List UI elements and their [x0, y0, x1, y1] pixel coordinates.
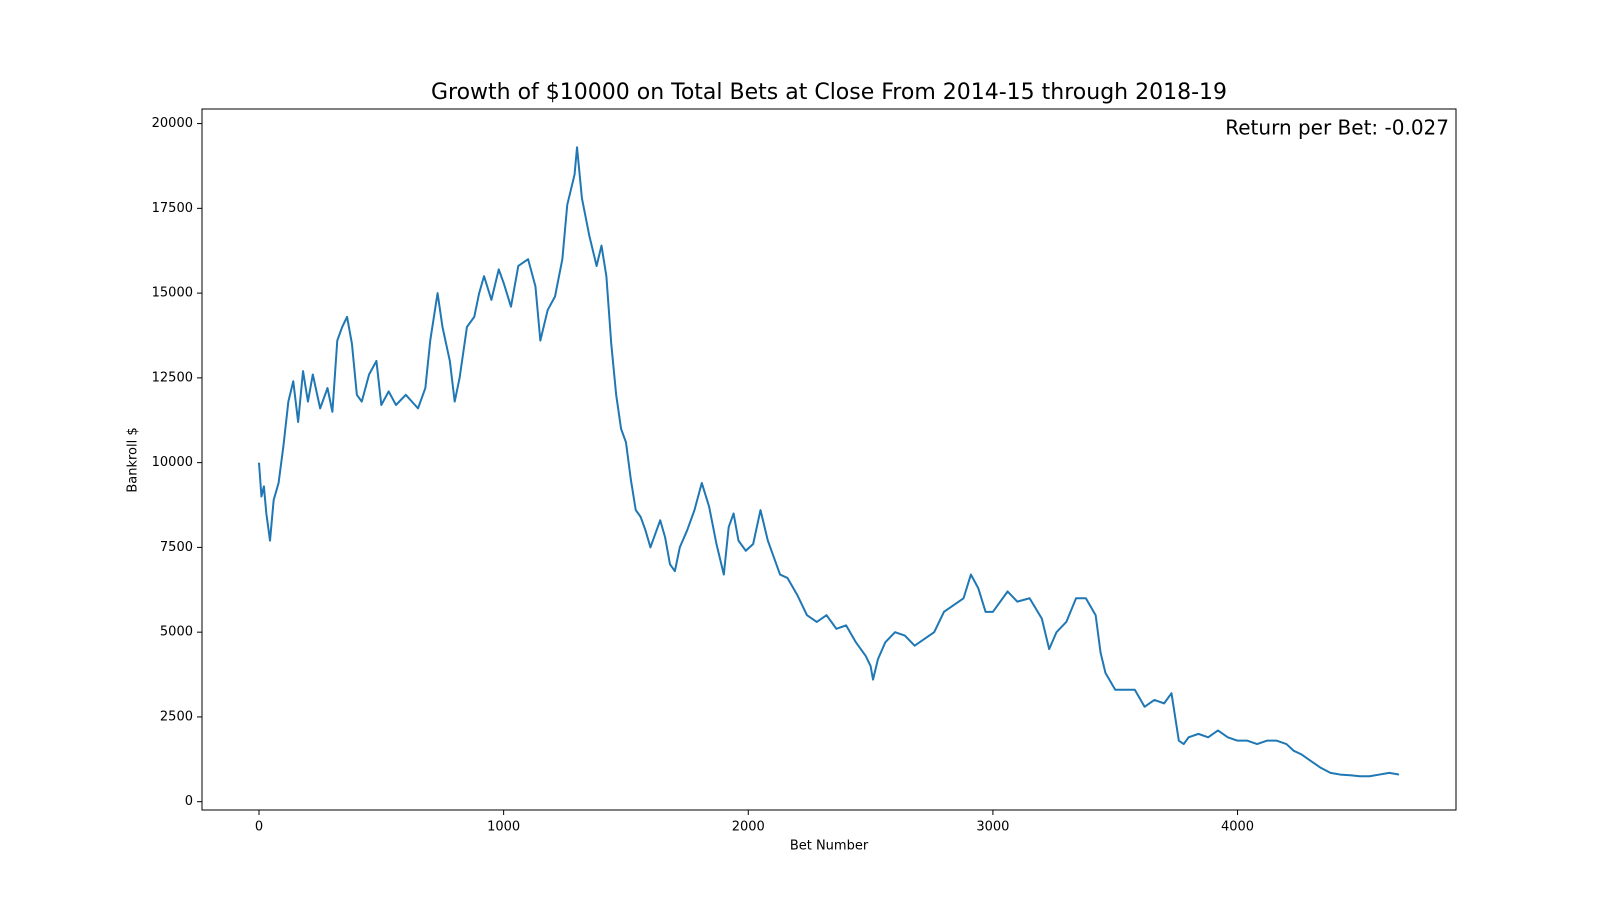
x-tick-label: 3000: [976, 820, 1009, 835]
y-tick-label: 5000: [160, 625, 193, 640]
annotation: Return per Bet: -0.027: [1225, 116, 1449, 140]
y-tick-label: 12500: [152, 370, 193, 385]
x-tick-label: 4000: [1221, 820, 1254, 835]
x-tick-label: 1000: [487, 820, 520, 835]
y-tick-label: 20000: [152, 116, 193, 131]
y-tick-label: 10000: [152, 455, 193, 470]
y-tick-label: 7500: [160, 540, 193, 555]
x-axis-label: Bet Number: [790, 839, 869, 854]
chart-title: Growth of $10000 on Total Bets at Close …: [431, 80, 1227, 105]
data-line: [258, 146, 1400, 778]
x-tick-label: 2000: [732, 820, 765, 835]
y-tick-label: 0: [185, 794, 193, 809]
plot-frame: [201, 108, 1457, 811]
y-axis-label: Bankroll $: [126, 427, 141, 492]
y-tick-label: 2500: [160, 709, 193, 724]
y-tick-label: 17500: [152, 201, 193, 216]
x-tick-label: 0: [255, 820, 263, 835]
y-tick-label: 15000: [152, 286, 193, 301]
